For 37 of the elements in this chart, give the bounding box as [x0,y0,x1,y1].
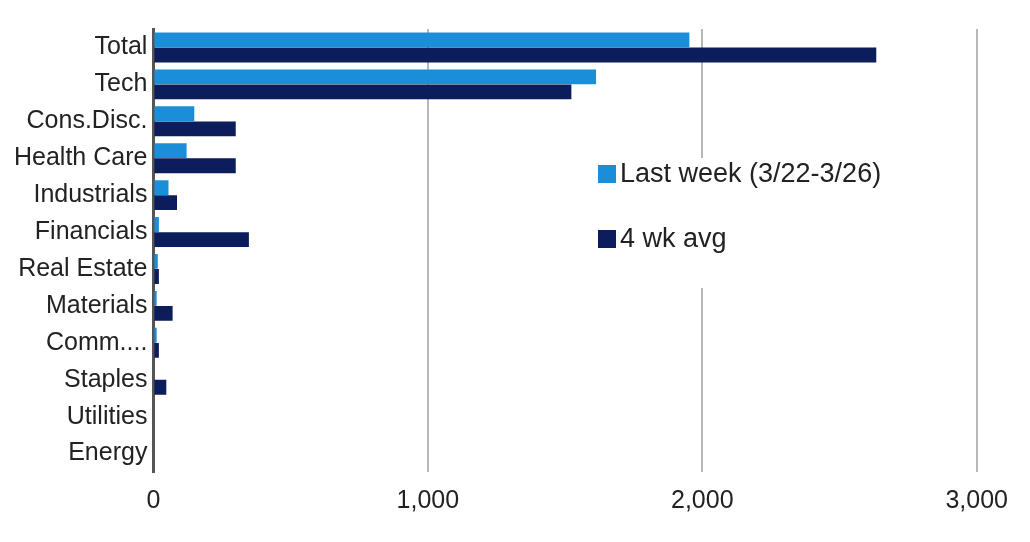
y-tick-label: Comm.... [45,326,148,355]
y-tick-label: Industrials [33,179,148,208]
bar [154,158,236,174]
bar [154,253,158,269]
y-tick-label: Energy [68,437,148,466]
bar [154,290,157,306]
x-tick-label: 0 [146,484,161,513]
x-tick-label: 1,000 [396,484,460,513]
y-tick-label: Total [94,31,148,60]
y-tick-label: Utilities [66,400,148,429]
bar [154,47,877,63]
bar [154,232,249,248]
y-tick-label: Health Care [13,142,148,171]
bar [154,269,159,284]
legend-label: Last week (3/22-3/26) [620,158,882,189]
bar [154,379,167,395]
legend-label: 4 wk avg [620,223,727,254]
y-tick-label: Staples [64,363,148,392]
bar [154,342,159,358]
bar [154,306,173,321]
bar [154,195,177,211]
bar [154,106,195,122]
y-tick-label: Real Estate [18,252,148,281]
bar [154,69,597,85]
bar [154,217,159,232]
bar [154,121,236,137]
bar [154,143,187,159]
x-tick-label: 3,000 [945,484,1008,513]
x-tick-label: 2,000 [671,484,734,513]
y-tick-label: Financials [34,215,148,244]
bar [154,327,157,343]
bar [154,32,690,48]
bar [154,84,572,100]
y-tick-label: Cons.Disc. [26,105,148,134]
bar [154,180,169,195]
y-tick-label: Materials [45,289,148,318]
y-tick-label: Tech [94,68,148,97]
